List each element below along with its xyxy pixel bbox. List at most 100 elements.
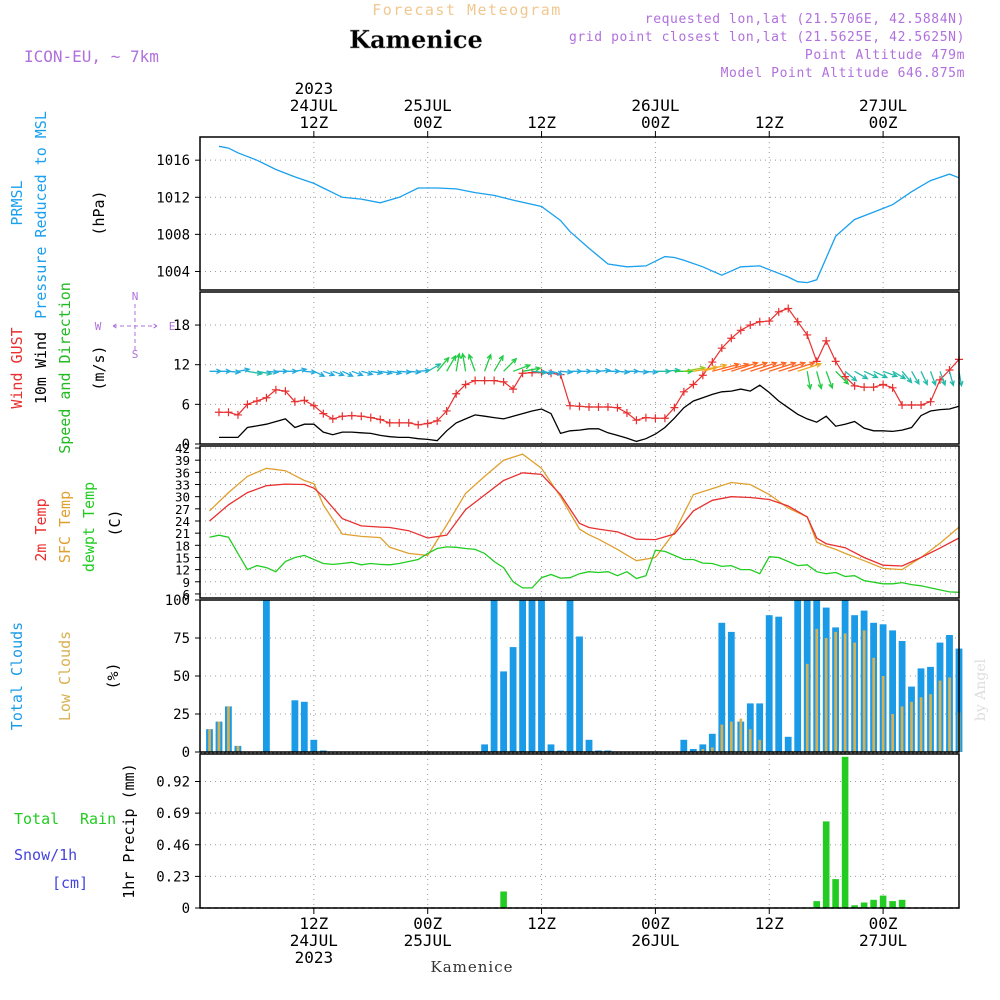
gust-marker: [755, 317, 764, 326]
ytick-label-temp: 24: [175, 514, 190, 529]
gust-marker: [471, 376, 480, 385]
gust-marker: [404, 418, 413, 427]
low-cloud-bar: [910, 701, 913, 752]
wind-direction-arrow: [901, 370, 913, 384]
low-cloud-bar: [739, 718, 743, 752]
total-cloud-bar: [699, 744, 707, 752]
ytick-label-pressure: 1016: [156, 153, 190, 169]
sfc-temp-line: [209, 453, 960, 571]
wind-direction-arrow: [361, 370, 374, 376]
total-cloud-bar: [500, 671, 507, 752]
gust-marker: [841, 372, 850, 381]
wind-direction-arrow: [750, 361, 778, 372]
wind-direction-arrow: [740, 361, 769, 372]
gust-marker: [793, 317, 802, 326]
gust-marker: [850, 381, 859, 390]
wind-direction-arrow: [929, 371, 937, 387]
bottom-time-label: 12Z: [527, 914, 556, 933]
ytick-label-wind: 12: [173, 358, 190, 374]
bottom-time-label: 00Z: [641, 914, 670, 933]
total-cloud-bar: [310, 739, 318, 752]
gust-marker: [803, 330, 812, 339]
gust-marker: [224, 408, 233, 417]
wind-direction-arrow: [882, 370, 899, 378]
ytick-label-temp: 21: [175, 526, 190, 541]
low-cloud-bar: [938, 680, 942, 752]
rain-bar: [879, 895, 887, 908]
bottom-time-label: 26JUL: [631, 931, 679, 950]
wind-direction-arrow: [323, 370, 336, 377]
wind-direction-arrow: [503, 357, 518, 372]
gust-marker: [917, 401, 926, 410]
gust-marker: [214, 408, 223, 417]
ytick-label-precip: 0.92: [156, 775, 190, 791]
gust-marker: [926, 397, 935, 406]
top-time-label: 26JUL: [631, 96, 679, 115]
wind-direction-arrow: [455, 352, 462, 372]
gust-marker: [831, 357, 840, 366]
low-cloud-bar: [900, 706, 904, 752]
top-time-label: 25JUL: [404, 96, 452, 115]
ytick-label-clouds: 75: [173, 631, 190, 647]
top-time-label: 12Z: [527, 113, 556, 132]
total-cloud-bar: [576, 636, 583, 752]
total-cloud-bar: [718, 622, 726, 752]
total-cloud-bar: [889, 630, 896, 752]
wind-direction-arrow: [787, 361, 816, 372]
temp-label-2m: 2m Temp: [32, 498, 50, 561]
low-cloud-bar: [208, 729, 211, 752]
low-cloud-bar: [853, 642, 856, 752]
gust-marker: [708, 358, 717, 367]
ytick-label-clouds: 25: [173, 707, 190, 723]
gust-marker: [888, 383, 897, 392]
wind-direction-arrow: [541, 369, 555, 376]
rain-bar: [813, 901, 820, 908]
low-cloud-bar: [843, 633, 847, 752]
total-cloud-bar: [765, 615, 773, 752]
gust-marker: [603, 402, 612, 411]
clouds-label-total: Total Clouds: [8, 622, 26, 730]
rain-bar: [860, 902, 868, 908]
gust-marker: [736, 326, 745, 335]
gust-marker: [584, 402, 593, 411]
product-title: Forecast Meteogram: [372, 1, 562, 19]
wind-direction-arrow: [769, 361, 797, 372]
wind-direction-arrow: [712, 362, 741, 372]
ytick-label-clouds: 0: [182, 745, 190, 761]
ytick-label-clouds: 100: [165, 593, 190, 609]
wind-direction-arrow: [806, 371, 813, 391]
gust-marker: [480, 376, 489, 385]
gust-marker: [423, 419, 432, 428]
wind-direction-arrow: [825, 371, 834, 390]
gust-marker: [812, 357, 821, 366]
low-cloud-bar: [815, 628, 819, 752]
wind-direction-arrow: [389, 369, 403, 376]
precip-label-rain: Rain: [80, 810, 116, 828]
ytick-label-temp: 18: [175, 538, 190, 553]
wind-direction-arrow: [948, 371, 955, 387]
gust-marker: [860, 383, 869, 392]
gust-marker: [357, 412, 366, 421]
ytick-label-precip: 0.46: [156, 838, 190, 854]
bottom-time-label: 00Z: [869, 914, 898, 933]
total-cloud-bar: [263, 600, 270, 752]
wind-direction-arrow: [266, 369, 280, 375]
panel-frame-wind: [199, 291, 960, 445]
gust-marker: [433, 416, 442, 425]
clouds-label-low: Low Clouds: [56, 631, 74, 721]
wind-direction-arrow: [873, 370, 889, 379]
total-cloud-bar: [519, 600, 526, 752]
bottom-time-label: 27JUL: [859, 931, 907, 950]
ytick-label-temp: 15: [175, 550, 190, 565]
ytick-label-pressure: 1004: [156, 264, 190, 280]
gust-marker: [774, 307, 783, 316]
ytick-label-temp: 39: [175, 453, 190, 468]
gust-marker: [395, 418, 404, 427]
wind-direction-arrow: [617, 369, 631, 375]
gust-marker: [679, 387, 688, 396]
total-cloud-bar: [775, 616, 783, 752]
wind-direction-arrow: [797, 362, 823, 372]
ytick-label-temp: 9: [182, 575, 190, 590]
total-cloud-bar: [794, 600, 802, 752]
